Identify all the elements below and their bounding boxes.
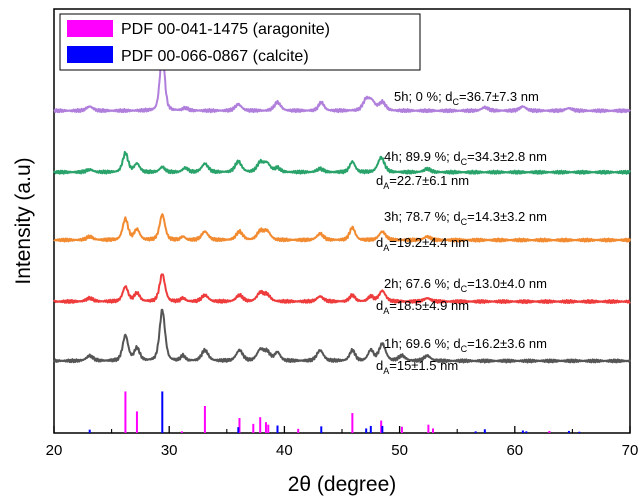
legend-swatch-aragonite bbox=[67, 20, 113, 37]
y-axis-title: Intensity (a.u) bbox=[12, 157, 35, 284]
legend-box bbox=[59, 13, 421, 71]
xrd-pattern-1 bbox=[53, 308, 631, 364]
x-tick-label: 50 bbox=[391, 442, 408, 459]
xrd-pattern-2 bbox=[53, 273, 631, 305]
x-tick-label: 60 bbox=[506, 442, 523, 459]
pattern-annotation: 3h; 78.7 %; dC=14.3±3.2 nm bbox=[384, 209, 547, 227]
xrd-pattern-3 bbox=[53, 213, 631, 243]
x-axis-title: 2θ (degree) bbox=[288, 473, 397, 496]
pattern-annotation-size: dA=22.7±6.1 nm bbox=[376, 173, 469, 191]
reference-peaks bbox=[88, 391, 581, 433]
legend-swatch-calcite bbox=[67, 46, 113, 63]
x-tick-label: 40 bbox=[276, 442, 293, 459]
legend-label-aragonite: PDF 00-041-1475 (aragonite) bbox=[121, 21, 330, 38]
xrd-pattern-4 bbox=[53, 150, 631, 175]
pattern-annotation: 2h; 67.6 %; dC=13.0±4.0 nm bbox=[384, 276, 547, 294]
x-tick-label: 20 bbox=[46, 442, 63, 459]
x-tick-label: 70 bbox=[622, 442, 639, 459]
x-axis-ticks: 20 30 40 50 60 70 bbox=[46, 426, 639, 459]
pattern-annotation-size: dA=18.5±4.9 nm bbox=[376, 298, 469, 316]
pattern-annotation-size: dA=15±1.5 nm bbox=[376, 358, 458, 376]
pattern-annotation: 5h; 0 %; dC=36.7±7.3 nm bbox=[394, 89, 539, 107]
pattern-annotation: 1h; 69.6 %; dC=16.2±3.6 nm bbox=[384, 336, 547, 354]
pattern-annotation-size: dA=19.2±4.4 nm bbox=[376, 235, 469, 253]
legend: PDF 00-041-1475 (aragonite) PDF 00-066-0… bbox=[59, 13, 421, 71]
xrd-patterns bbox=[53, 50, 631, 364]
x-tick-label: 30 bbox=[161, 442, 178, 459]
annotations: 1h; 69.6 %; dC=16.2±3.6 nm dA=15±1.5 nm 2h… bbox=[376, 89, 547, 376]
pattern-annotation: 4h; 89.9 %; dC=34.3±2.8 nm bbox=[384, 149, 547, 167]
legend-label-calcite: PDF 00-066-0867 (calcite) bbox=[121, 48, 309, 65]
xrd-pattern-5 bbox=[53, 50, 631, 114]
